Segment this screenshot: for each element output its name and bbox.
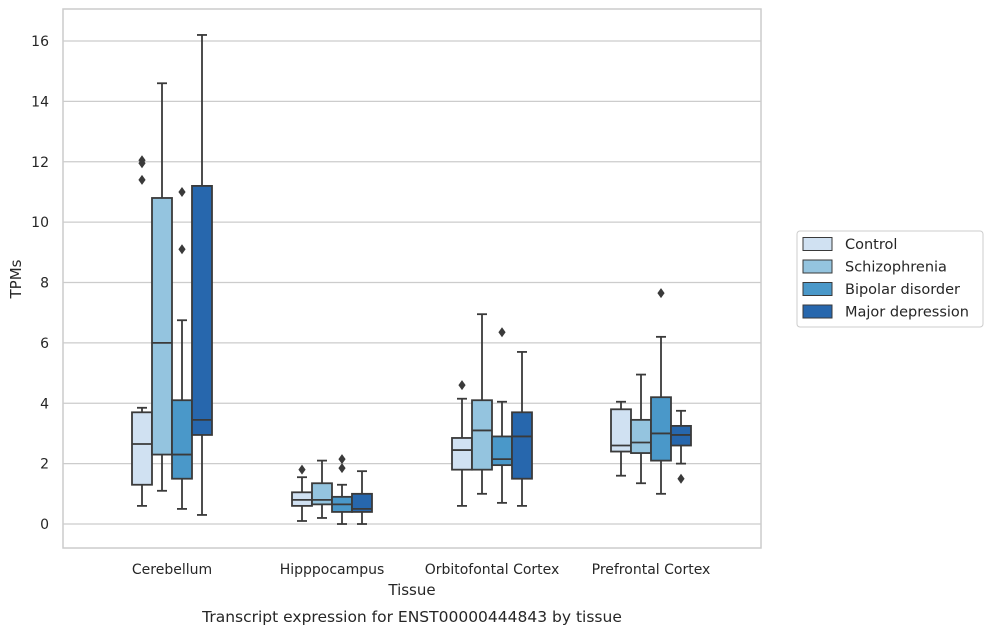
box-2-0 bbox=[171, 186, 193, 510]
chart-caption: Transcript expression for ENST0000044484… bbox=[201, 608, 622, 626]
x-tick-label-2: Orbitofontal Cortex bbox=[425, 562, 560, 578]
y-tick-label-1: 2 bbox=[40, 457, 49, 473]
outlier-point-1 bbox=[338, 454, 346, 465]
box-rect bbox=[511, 411, 533, 480]
box-1-2 bbox=[471, 313, 493, 495]
legend-swatch-0 bbox=[802, 237, 833, 251]
box-3-3 bbox=[670, 409, 692, 484]
outlier-point-2 bbox=[138, 155, 146, 166]
outlier-point-0 bbox=[338, 463, 346, 474]
x-tick-label-0: Cerebellum bbox=[132, 562, 212, 578]
x-tick-label-1: Hipppocampus bbox=[280, 562, 385, 578]
box-rect bbox=[630, 418, 652, 454]
outlier-point-0 bbox=[138, 174, 146, 185]
legend: Control Schizophrenia Bipolar disorder Majo… bbox=[796, 230, 984, 328]
outlier-point-0 bbox=[498, 327, 506, 338]
box-rect bbox=[171, 399, 193, 480]
box-rect bbox=[650, 396, 672, 462]
outlier-point-0 bbox=[178, 244, 186, 255]
outlier-point-0 bbox=[657, 288, 665, 299]
x-tick-label-3: Prefrontal Cortex bbox=[592, 562, 711, 578]
y-tick-label-3: 6 bbox=[40, 336, 49, 352]
box-1-3 bbox=[630, 373, 652, 485]
box-rect bbox=[491, 435, 513, 467]
box-rect bbox=[191, 184, 213, 436]
y-tick-label-7: 14 bbox=[31, 94, 49, 110]
boxes bbox=[131, 34, 692, 525]
outlier-point-1 bbox=[178, 186, 186, 197]
y-tick-label-8: 16 bbox=[31, 34, 49, 50]
y-tick-label-5: 10 bbox=[31, 215, 49, 231]
x-axis-title: Tissue bbox=[387, 581, 435, 599]
y-tick-label-2: 4 bbox=[40, 396, 49, 412]
box-rect bbox=[351, 492, 373, 513]
box-0-1 bbox=[291, 464, 313, 522]
outlier-point-0 bbox=[458, 380, 466, 391]
outlier-point-0 bbox=[677, 473, 685, 484]
outlier-point-0 bbox=[298, 464, 306, 475]
y-tick-label-0: 0 bbox=[40, 517, 49, 533]
box-2-3 bbox=[650, 288, 672, 495]
y-axis-ticks: 0 2 4 6 8 10 12 14 16 bbox=[31, 34, 49, 533]
box-0-0 bbox=[131, 155, 153, 507]
plot-area-frame bbox=[62, 8, 762, 549]
legend-swatch-1 bbox=[802, 259, 833, 274]
x-axis-ticks: Cerebellum Hipppocampus Orbitofontal Corte… bbox=[132, 562, 710, 578]
box-1-1 bbox=[311, 459, 333, 519]
legend-label-3: Major depression bbox=[845, 305, 969, 321]
y-tick-label-4: 8 bbox=[40, 276, 49, 292]
legend-swatch-3 bbox=[802, 304, 833, 319]
legend-frame bbox=[796, 230, 984, 328]
box-rect bbox=[311, 482, 333, 506]
legend-label-1: Schizophrenia bbox=[845, 260, 947, 276]
box-1-0 bbox=[151, 82, 173, 492]
box-3-2 bbox=[511, 351, 533, 507]
box-rect bbox=[131, 411, 153, 486]
y-tick-label-6: 12 bbox=[31, 155, 49, 171]
box-3-1 bbox=[351, 470, 373, 525]
box-2-1 bbox=[331, 454, 353, 525]
legend-swatch-2 bbox=[802, 282, 833, 296]
box-rect bbox=[471, 399, 493, 471]
box-2-2 bbox=[491, 327, 513, 504]
legend-label-2: Bipolar disorder bbox=[845, 282, 960, 298]
box-rect bbox=[151, 197, 173, 456]
y-axis-title: TPMs bbox=[7, 259, 25, 299]
legend-label-0: Control bbox=[845, 237, 897, 253]
box-3-0 bbox=[191, 34, 213, 516]
box-rect bbox=[451, 437, 473, 471]
